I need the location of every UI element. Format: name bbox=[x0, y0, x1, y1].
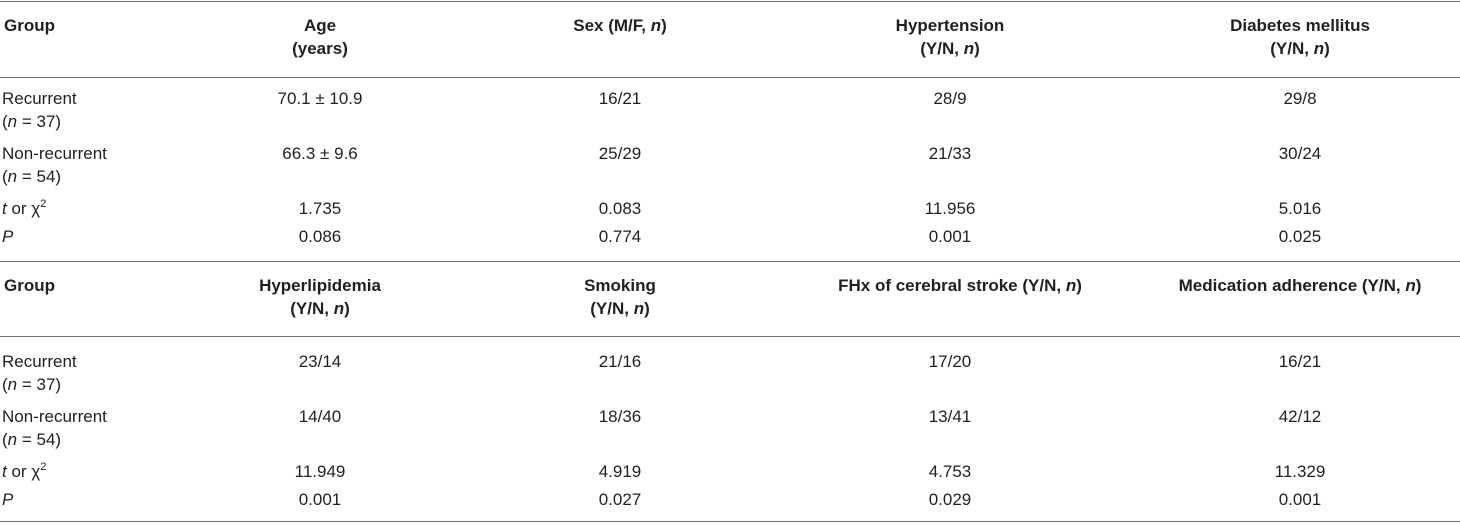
panel1-header-diabetes: Diabetes mellitus (Y/N, n) bbox=[1230, 16, 1370, 58]
panel1-cell-nonrecurrent-diabetes: 30/24 bbox=[1278, 144, 1322, 163]
panel1-cell-p-age: 0.086 bbox=[298, 227, 342, 246]
top-rule bbox=[0, 1, 1460, 2]
panel1-row-label-statistic: t or χ2 bbox=[2, 198, 47, 219]
panel1-header-age: Age (years) bbox=[292, 16, 348, 58]
panel1-cell-nonrecurrent-age: 66.3 ± 9.6 bbox=[282, 144, 358, 163]
panel2-cell-statistic-fhx: 4.753 bbox=[928, 462, 972, 481]
panel2-row-label-nonrecurrent: Non-recurrent (n = 54) bbox=[2, 407, 107, 449]
panel1-header-group: Group bbox=[4, 16, 55, 35]
panel1-row-label-recurrent: Recurrent (n = 37) bbox=[2, 89, 77, 131]
panel2-cell-recurrent-adherence: 16/21 bbox=[1278, 352, 1322, 371]
bottom-rule bbox=[0, 521, 1460, 522]
panel2-row-label-p: P bbox=[2, 490, 14, 509]
panel2-cell-nonrecurrent-fhx: 13/41 bbox=[928, 407, 972, 426]
panel2-row-label-statistic: t or χ2 bbox=[2, 461, 47, 482]
panel2-cell-statistic-adherence: 11.329 bbox=[1274, 462, 1326, 481]
panel2-header-fhx-stroke: FHx of cerebral stroke (Y/N, n) bbox=[838, 276, 1082, 295]
panel2-cell-p-fhx: 0.029 bbox=[928, 490, 972, 509]
panel2-header-medication-adherence: Medication adherence (Y/N, n) bbox=[1178, 276, 1422, 295]
panel2-cell-recurrent-smoking: 21/16 bbox=[598, 352, 642, 371]
panel2-cell-statistic-hyperlipidemia: 11.949 bbox=[294, 462, 346, 481]
panel1-header-sex: Sex (M/F, n) bbox=[573, 16, 667, 35]
panel2-row-label-recurrent: Recurrent (n = 37) bbox=[2, 352, 77, 394]
panel2-cell-nonrecurrent-hyperlipidemia: 14/40 bbox=[298, 407, 342, 426]
panel1-header-hypertension: Hypertension (Y/N, n) bbox=[895, 16, 1005, 58]
panel1-cell-nonrecurrent-hypertension: 21/33 bbox=[928, 144, 972, 163]
panel1-cell-recurrent-hypertension: 28/9 bbox=[933, 89, 967, 108]
panel1-cell-p-diabetes: 0.025 bbox=[1278, 227, 1322, 246]
panel1-header-rule bbox=[0, 77, 1460, 78]
panel2-cell-statistic-smoking: 4.919 bbox=[598, 462, 642, 481]
panel1-cell-statistic-diabetes: 5.016 bbox=[1278, 199, 1322, 218]
panel2-cell-nonrecurrent-adherence: 42/12 bbox=[1278, 407, 1322, 426]
panel1-cell-statistic-sex: 0.083 bbox=[598, 199, 642, 218]
panel2-header-group: Group bbox=[4, 276, 55, 295]
panel2-header-smoking: Smoking (Y/N, n) bbox=[584, 276, 656, 318]
panel-divider-rule bbox=[0, 261, 1460, 262]
panel2-cell-recurrent-fhx: 17/20 bbox=[928, 352, 972, 371]
panel1-cell-recurrent-sex: 16/21 bbox=[598, 89, 642, 108]
panel1-row-label-nonrecurrent: Non-recurrent (n = 54) bbox=[2, 144, 107, 186]
panel1-cell-p-hypertension: 0.001 bbox=[928, 227, 972, 246]
panel2-cell-p-hyperlipidemia: 0.001 bbox=[298, 490, 342, 509]
panel1-cell-recurrent-diabetes: 29/8 bbox=[1283, 89, 1317, 108]
panel2-header-rule bbox=[0, 336, 1460, 337]
panel2-cell-p-smoking: 0.027 bbox=[598, 490, 642, 509]
panel1-cell-statistic-hypertension: 11.956 bbox=[924, 199, 976, 218]
panel2-cell-nonrecurrent-smoking: 18/36 bbox=[598, 407, 642, 426]
panel2-header-hyperlipidemia: Hyperlipidemia (Y/N, n) bbox=[259, 276, 381, 318]
panel1-row-label-p: P bbox=[2, 227, 14, 246]
panel1-cell-recurrent-age: 70.1 ± 10.9 bbox=[277, 89, 363, 108]
panel2-cell-p-adherence: 0.001 bbox=[1278, 490, 1322, 509]
panel1-cell-nonrecurrent-sex: 25/29 bbox=[598, 144, 642, 163]
panel1-cell-p-sex: 0.774 bbox=[598, 227, 642, 246]
panel1-cell-statistic-age: 1.735 bbox=[298, 199, 342, 218]
panel2-cell-recurrent-hyperlipidemia: 23/14 bbox=[298, 352, 342, 371]
